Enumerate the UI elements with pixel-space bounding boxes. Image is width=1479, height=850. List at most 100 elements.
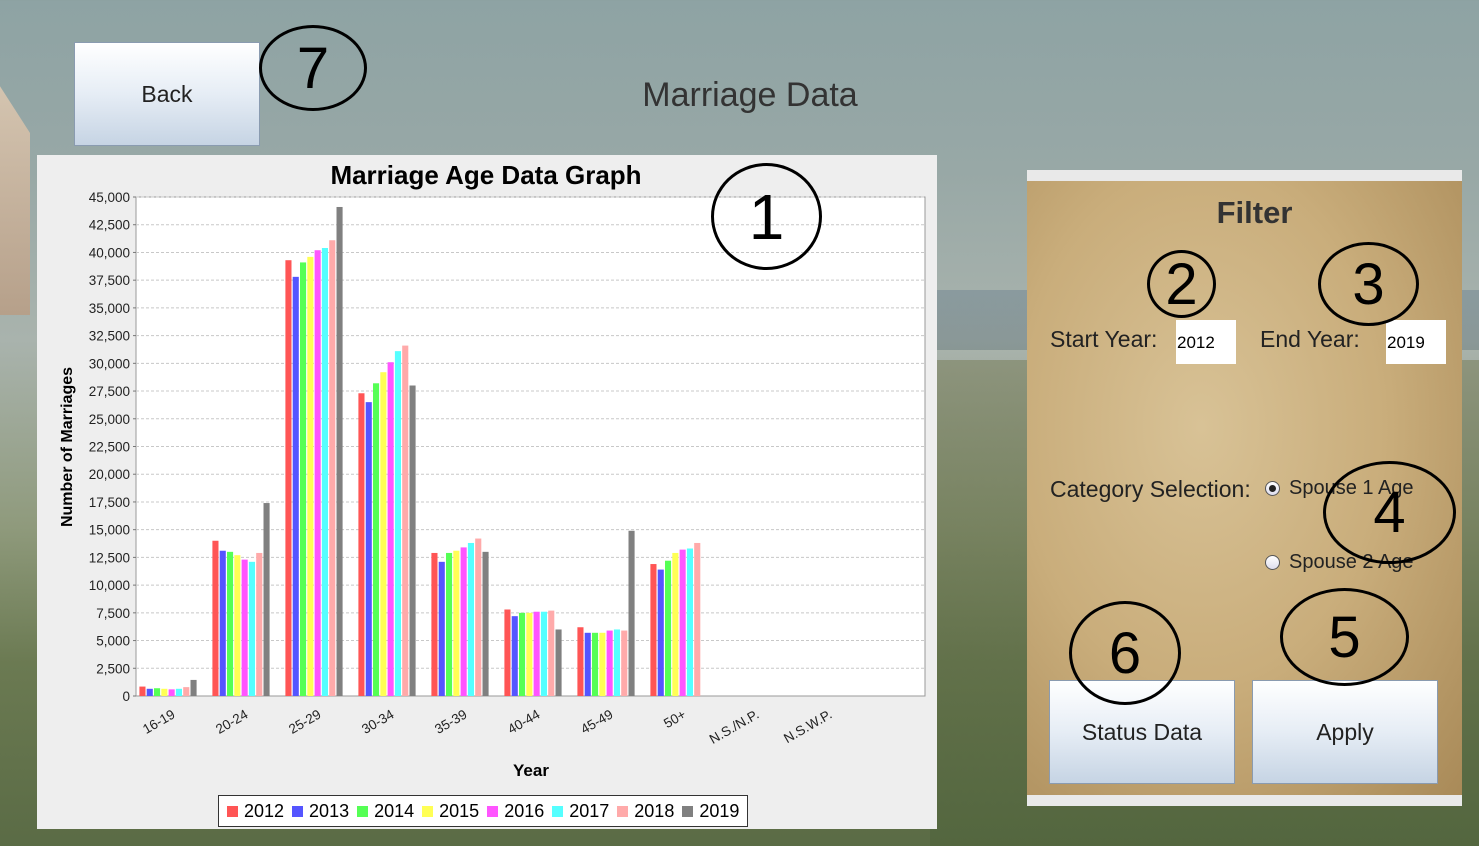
annotation-6: 6 bbox=[1069, 601, 1181, 705]
y-tick-label: 25,000 bbox=[89, 412, 130, 427]
bar-2012-45-49 bbox=[577, 627, 584, 696]
bar-2019-45-49 bbox=[628, 530, 635, 696]
bar-2017-20-24 bbox=[248, 561, 255, 696]
legend-label: 2018 bbox=[634, 800, 675, 821]
bar-2015-40-44 bbox=[526, 612, 533, 696]
bar-2019-40-44 bbox=[555, 629, 562, 696]
legend-item-2018: 2018 bbox=[617, 801, 674, 822]
y-tick-label: 45,000 bbox=[89, 190, 130, 205]
x-tick-label: 20-24 bbox=[213, 706, 251, 737]
y-tick-label: 42,500 bbox=[89, 218, 130, 233]
legend-swatch bbox=[487, 805, 499, 817]
y-tick-label: 32,500 bbox=[89, 329, 130, 344]
legend-swatch bbox=[682, 805, 694, 817]
y-tick-label: 2,500 bbox=[96, 661, 130, 676]
bar-2015-25-29 bbox=[307, 256, 314, 696]
annotation-4: 4 bbox=[1323, 461, 1456, 564]
legend-swatch bbox=[552, 805, 564, 817]
bar-2014-45-49 bbox=[592, 632, 599, 696]
legend-item-2019: 2019 bbox=[682, 801, 739, 822]
bar-2012-35-39 bbox=[431, 552, 438, 696]
bar-2013-25-29 bbox=[292, 276, 299, 696]
y-tick-label: 7,500 bbox=[96, 606, 130, 621]
bar-2013-16-19 bbox=[146, 688, 153, 696]
legend-item-2012: 2012 bbox=[227, 801, 284, 822]
y-tick-label: 20,000 bbox=[89, 467, 130, 482]
y-tick-label: 40,000 bbox=[89, 245, 130, 260]
bar-2012-40-44 bbox=[504, 609, 511, 696]
bar-2014-50+ bbox=[665, 560, 672, 696]
bottom-strip bbox=[0, 846, 1479, 850]
y-tick-label: 17,500 bbox=[89, 495, 130, 510]
bar-2013-20-24 bbox=[219, 550, 226, 696]
bar-2018-45-49 bbox=[621, 630, 628, 696]
bar-2013-40-44 bbox=[511, 616, 518, 696]
y-tick-label: 0 bbox=[122, 689, 130, 704]
legend-swatch bbox=[292, 805, 304, 817]
y-tick-label: 22,500 bbox=[89, 440, 130, 455]
x-tick-label: 50+ bbox=[661, 707, 688, 731]
bar-2015-20-24 bbox=[234, 555, 241, 696]
chart-panel: Marriage Age Data Graph 0 2,500 5,000 7,500… bbox=[37, 155, 937, 829]
bar-2018-20-24 bbox=[256, 552, 263, 696]
bar-2012-30-34 bbox=[358, 393, 365, 696]
annotation-7: 7 bbox=[259, 25, 367, 111]
end-year-input[interactable] bbox=[1386, 320, 1446, 364]
bar-2013-35-39 bbox=[438, 561, 445, 696]
bar-2016-25-29 bbox=[314, 250, 321, 696]
bar-2014-30-34 bbox=[373, 383, 380, 696]
legend-label: 2016 bbox=[504, 800, 545, 821]
bar-2016-20-24 bbox=[241, 559, 248, 696]
status-data-button[interactable]: Status Data bbox=[1049, 680, 1235, 784]
y-tick-label: 10,000 bbox=[89, 578, 130, 593]
bar-2018-16-19 bbox=[183, 687, 190, 696]
y-tick-label: 37,500 bbox=[89, 273, 130, 288]
back-button[interactable]: Back bbox=[74, 42, 260, 146]
bar-2016-30-34 bbox=[387, 362, 394, 696]
y-tick-label: 12,500 bbox=[89, 550, 130, 565]
bar-2015-35-39 bbox=[453, 550, 460, 696]
x-tick-label: 40-44 bbox=[505, 706, 543, 737]
bar-2019-16-19 bbox=[190, 679, 197, 696]
bar-2017-16-19 bbox=[175, 688, 182, 696]
category-selection-label: Category Selection: bbox=[1050, 476, 1251, 502]
apply-button[interactable]: Apply bbox=[1252, 680, 1438, 784]
bar-2017-35-39 bbox=[467, 542, 474, 696]
radio-selected-icon[interactable] bbox=[1265, 481, 1280, 496]
y-tick-label: 27,500 bbox=[89, 384, 130, 399]
legend-label: 2015 bbox=[439, 800, 480, 821]
bar-2019-20-24 bbox=[263, 503, 270, 696]
legend-item-2017: 2017 bbox=[552, 801, 609, 822]
legend-swatch bbox=[422, 805, 434, 817]
y-axis-label: Number of Marriages bbox=[59, 367, 76, 527]
bar-2018-40-44 bbox=[548, 610, 555, 696]
bar-2016-50+ bbox=[679, 549, 686, 696]
bar-2016-16-19 bbox=[168, 689, 175, 696]
radio-unselected-icon[interactable] bbox=[1265, 555, 1280, 570]
bar-2018-25-29 bbox=[329, 240, 336, 696]
x-axis-label: Year bbox=[513, 761, 549, 780]
y-tick-label: 15,000 bbox=[89, 523, 130, 538]
legend-label: 2013 bbox=[309, 800, 350, 821]
bar-2017-45-49 bbox=[613, 629, 620, 696]
start-year-input[interactable] bbox=[1176, 320, 1236, 364]
bar-2019-30-34 bbox=[409, 385, 416, 696]
bar-2018-35-39 bbox=[475, 538, 482, 696]
legend-swatch bbox=[617, 805, 629, 817]
bar-2014-40-44 bbox=[519, 612, 526, 696]
bar-2019-25-29 bbox=[336, 206, 343, 697]
legend-item-2013: 2013 bbox=[292, 801, 349, 822]
legend-item-2016: 2016 bbox=[487, 801, 544, 822]
x-tick-label: 35-39 bbox=[432, 707, 469, 737]
bar-2018-30-34 bbox=[402, 345, 409, 696]
bar-2014-16-19 bbox=[154, 688, 161, 696]
x-tick-label: 16-19 bbox=[140, 707, 177, 737]
chart-title: Marriage Age Data Graph bbox=[330, 160, 641, 190]
y-tick-label: 35,000 bbox=[89, 301, 130, 316]
background-house bbox=[0, 86, 30, 315]
bar-2012-16-19 bbox=[139, 686, 146, 696]
annotation-5: 5 bbox=[1280, 588, 1409, 686]
legend-label: 2012 bbox=[244, 800, 285, 821]
bar-2014-35-39 bbox=[446, 552, 453, 696]
bar-2012-20-24 bbox=[212, 540, 219, 696]
